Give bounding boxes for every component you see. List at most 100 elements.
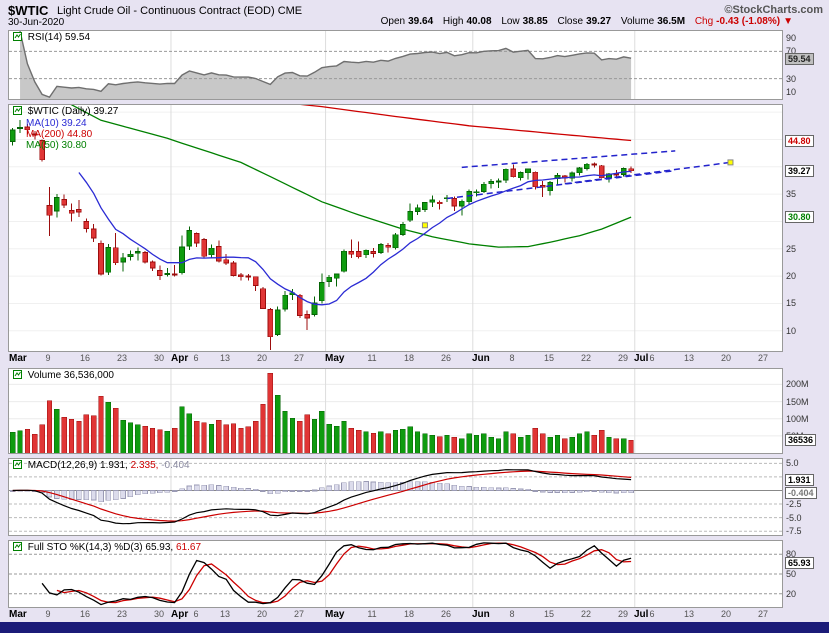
axis-tick-label-70: 70 <box>786 46 797 56</box>
x-axis-tick-27: 27 <box>757 609 769 619</box>
x-axis-tick-Jun: Jun <box>472 353 490 364</box>
axis-tick-label-100M: 100M <box>786 414 809 424</box>
x-axis-labels-top: Mar 9 16 23 30 Apr 6 13 20 27 May 11 18 26 Jun 8 15 22 29 J… <box>0 353 829 367</box>
axis-tick-label-10: 10 <box>786 326 797 336</box>
x-axis-tick-6: 6 <box>193 353 199 363</box>
x-axis-tick-27: 27 <box>293 609 305 619</box>
chg-value: -0.43 (-1.08%) <box>716 16 781 27</box>
x-axis-tick-Apr: Apr <box>171 609 189 620</box>
axis-tick-label-50M: 50M <box>786 431 804 441</box>
macd-chart <box>9 459 782 535</box>
x-axis-tick-Jul: Jul <box>634 609 649 620</box>
x-axis-tick-23: 23 <box>116 353 128 363</box>
high-label: High <box>442 16 464 27</box>
axis-value-box--0.404: -0.404 <box>785 487 817 499</box>
low-value: 38.85 <box>522 16 548 27</box>
axis-value-box-30.80: 30.80 <box>785 211 814 223</box>
chg-label: Chg <box>694 16 714 27</box>
volume-value: 36.5M <box>657 16 686 27</box>
macd-histogram <box>9 481 634 503</box>
macd-value: 1.931, <box>100 460 128 471</box>
x-axis-tick-May: May <box>325 609 345 620</box>
annotation-marker <box>421 222 428 229</box>
axis-tick-label-80: 80 <box>786 549 797 559</box>
sto-k-value: 65.93, <box>145 542 174 553</box>
axis-value-box-39.27: 39.27 <box>785 165 814 177</box>
axis-value-box-44.80: 44.80 <box>785 135 814 147</box>
x-axis-tick-Apr: Apr <box>171 353 189 364</box>
mini-chart-icon <box>13 106 22 115</box>
axis-tick-label--7.5: -7.5 <box>786 526 802 536</box>
price-title: $WTIC (Daily) 39.27 MA(10) 39.24 MA(200)… <box>13 106 118 151</box>
axis-tick-label--2.5: -2.5 <box>786 499 802 509</box>
stochastics-chart <box>9 541 782 607</box>
x-axis-tick-13: 13 <box>219 609 231 619</box>
rsi-title: RSI(14) 59.54 <box>13 32 90 44</box>
x-axis-tick-9: 9 <box>45 609 51 619</box>
x-axis-tick-9: 9 <box>45 353 51 363</box>
x-axis-tick-20: 20 <box>720 609 732 619</box>
x-axis-tick-May: May <box>325 353 345 364</box>
x-axis-tick-Jul: Jul <box>634 353 649 364</box>
chart-date: 30-Jun-2020 <box>8 17 65 28</box>
volume-label: Volume <box>620 16 655 27</box>
volume-bars <box>10 373 634 453</box>
x-axis-tick-18: 18 <box>403 353 415 363</box>
rsi-title-text: RSI(14) 59.54 <box>27 32 91 43</box>
x-axis-tick-22: 22 <box>580 609 592 619</box>
rsi-panel: RSI(14) 59.54 <box>8 30 783 100</box>
x-axis-tick-20: 20 <box>256 353 268 363</box>
axis-tick-label-25: 25 <box>786 244 797 254</box>
x-axis-tick-15: 15 <box>543 609 555 619</box>
low-label: Low <box>501 16 520 27</box>
macd-panel: MACD(12,26,9) 1.931, 2.335, -0.404 <box>8 458 783 536</box>
mini-chart-icon <box>13 32 22 41</box>
close-label: Close <box>557 16 584 27</box>
open-label: Open <box>380 16 406 27</box>
macd-hist-value: -0.404 <box>161 460 190 471</box>
x-axis-tick-Mar: Mar <box>9 353 27 364</box>
annotation-marker <box>727 159 734 166</box>
axis-value-box-1.931: 1.931 <box>785 474 814 486</box>
quote-summary: Open 39.64 High 40.08 Low 38.85 Close 39.27 … <box>381 16 793 27</box>
chg-down-arrow-icon: ▼ <box>783 16 793 27</box>
axis-tick-label-20: 20 <box>786 271 797 281</box>
x-axis-tick-13: 13 <box>219 353 231 363</box>
x-axis-tick-23: 23 <box>116 609 128 619</box>
x-axis-tick-18: 18 <box>403 609 415 619</box>
footer-bar <box>0 622 829 633</box>
x-axis-tick-26: 26 <box>440 353 452 363</box>
x-axis-tick-13: 13 <box>683 609 695 619</box>
axis-tick-label-200M: 200M <box>786 379 809 389</box>
volume-title: Volume 36,536,000 <box>13 370 114 382</box>
high-value: 40.08 <box>466 16 492 27</box>
axis-tick-label-10: 10 <box>786 87 797 97</box>
price-panel: $WTIC (Daily) 39.27 MA(10) 39.24 MA(200)… <box>8 104 783 352</box>
price-chart <box>9 105 782 351</box>
axis-tick-label-15: 15 <box>786 298 797 308</box>
x-axis-tick-30: 30 <box>153 353 165 363</box>
x-axis-tick-11: 11 <box>367 353 377 363</box>
rsi-chart <box>9 31 782 99</box>
x-axis-tick-20: 20 <box>256 609 268 619</box>
axis-tick-label--5.0: -5.0 <box>786 513 802 523</box>
x-axis-tick-Jun: Jun <box>472 609 490 620</box>
macd-label: MACD(12,26,9) <box>27 460 98 471</box>
x-axis-labels-bottom: Mar 9 16 23 30 Apr 6 13 20 27 May 11 18 26 Jun 8 15 22 29 J… <box>0 609 829 623</box>
x-axis-tick-22: 22 <box>580 353 592 363</box>
sto-d-value: 61.67 <box>176 542 202 553</box>
volume-chart <box>9 369 782 453</box>
axis-tick-label-150M: 150M <box>786 397 809 407</box>
stockcharts-watermark: ©StockCharts.com <box>724 4 823 16</box>
close-value: 39.27 <box>586 16 612 27</box>
mini-chart-icon <box>13 370 22 379</box>
ticker-symbol: $WTIC <box>8 3 49 18</box>
x-axis-tick-29: 29 <box>617 353 629 363</box>
ma10-legend: MA(10) 39.24 <box>26 118 87 129</box>
ma200-legend: MA(200) 44.80 <box>26 129 93 140</box>
mini-chart-icon <box>13 542 22 551</box>
axis-tick-label-20: 20 <box>786 589 797 599</box>
macd-signal-value: 2.335, <box>130 460 159 471</box>
axis-tick-label-5.0: 5.0 <box>786 458 799 468</box>
volume-panel: Volume 36,536,000 <box>8 368 783 454</box>
